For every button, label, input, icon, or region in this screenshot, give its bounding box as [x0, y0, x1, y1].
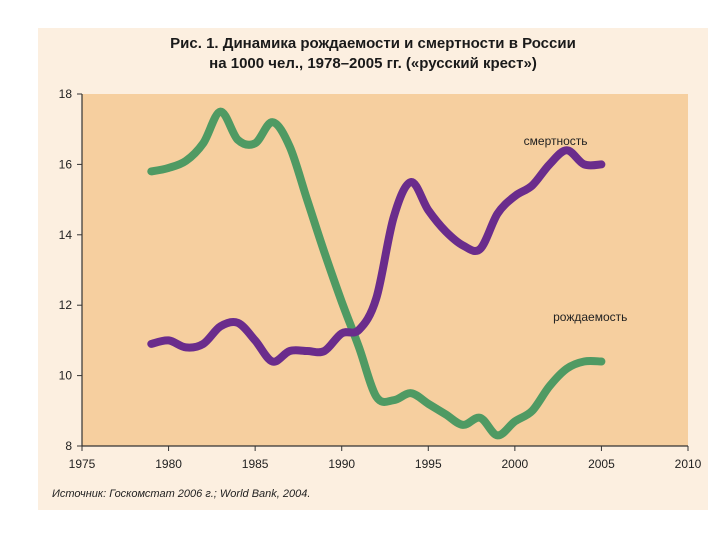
- y-tick-label: 10: [59, 369, 73, 383]
- x-tick-label: 1980: [155, 457, 182, 471]
- y-tick-label: 16: [59, 157, 73, 171]
- x-tick-label: 2010: [675, 457, 702, 471]
- x-tick-label: 1990: [328, 457, 355, 471]
- chart-title: Рис. 1. Динамика рождаемости и смертност…: [38, 34, 708, 74]
- chart-title-line2: на 1000 чел., 1978–2005 гг. («русский кр…: [209, 55, 537, 72]
- y-tick-label: 12: [59, 298, 73, 312]
- y-tick-label: 8: [65, 439, 72, 453]
- series-layer: [147, 107, 606, 440]
- x-tick-label: 2000: [502, 457, 529, 471]
- axes: 1975 1980 1985 1990 1995 2000 2005 2010 8 10 12 14 1…: [59, 87, 702, 471]
- x-tick-label: 1975: [69, 457, 96, 471]
- x-tick-label: 1995: [415, 457, 442, 471]
- x-tick-label: 2005: [588, 457, 615, 471]
- series-mortality: [147, 146, 606, 366]
- y-tick-label: 18: [59, 87, 73, 101]
- source-note: Источник: Госкомстат 2006 г.; World Bank…: [52, 488, 311, 500]
- y-tick-label: 14: [59, 228, 73, 242]
- series-label-birth: рождаемость: [553, 310, 627, 324]
- chart-title-line1: Рис. 1. Динамика рождаемости и смертност…: [170, 35, 576, 52]
- series-label-mortality: смертность: [524, 134, 588, 148]
- x-tick-label: 1985: [242, 457, 269, 471]
- series-birth: [147, 107, 606, 440]
